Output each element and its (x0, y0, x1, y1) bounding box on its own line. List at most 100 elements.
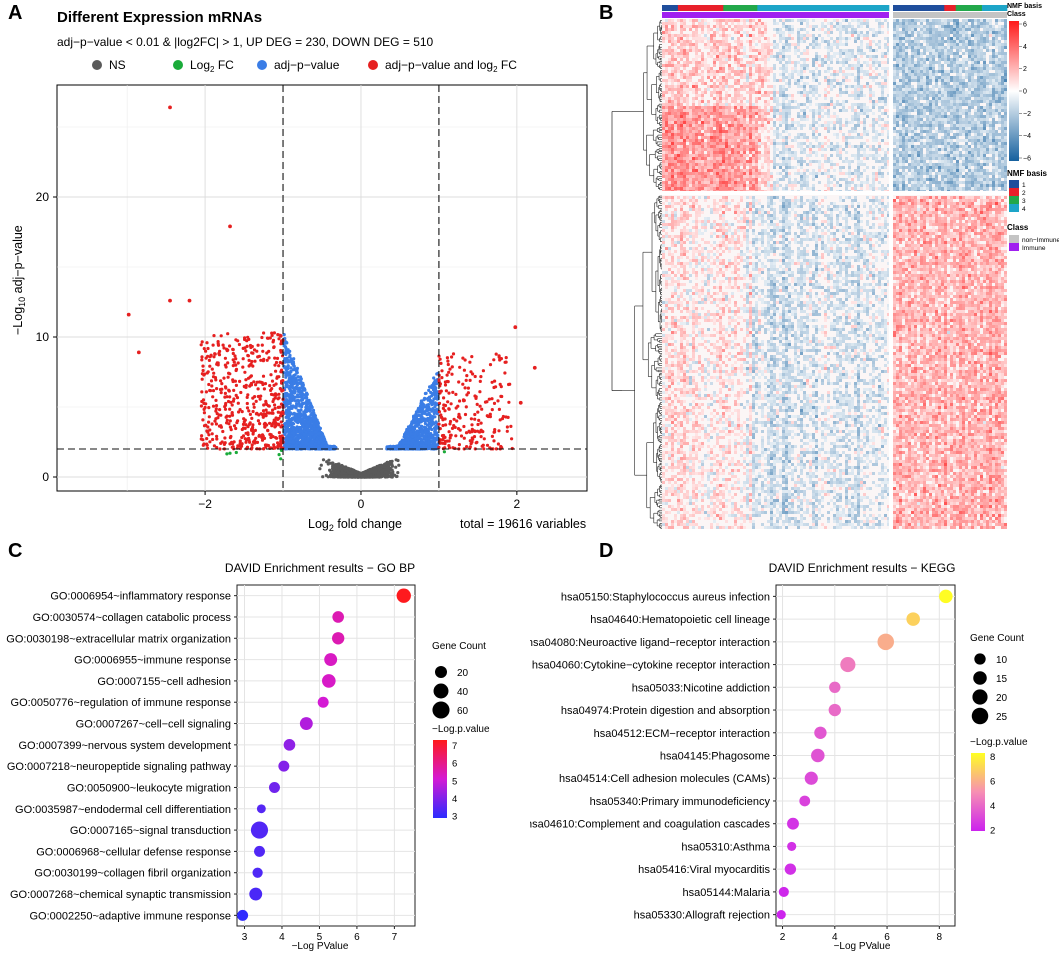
volcano-point (417, 440, 421, 445)
volcano-point (290, 444, 294, 449)
volcano-point (201, 368, 205, 373)
volcano-point (225, 452, 229, 456)
volcano-point (459, 434, 464, 438)
volcano-point (286, 348, 290, 352)
volcano-point (219, 441, 223, 445)
volcano-point (297, 440, 301, 445)
volcano-point (316, 420, 320, 425)
volcano-point (202, 411, 206, 415)
volcano-point (199, 343, 203, 347)
volcano-point (492, 385, 496, 390)
volcano-point (452, 417, 456, 421)
volcano-point (450, 372, 454, 376)
volcano-point (277, 423, 281, 427)
volcano-point (382, 464, 386, 469)
volcano-point (232, 388, 236, 392)
volcano-point (348, 467, 352, 472)
volcano-point (220, 387, 224, 391)
volcano-point (279, 348, 283, 353)
volcano-point (264, 399, 268, 403)
volcano-point (269, 433, 273, 437)
row-dendrogram (611, 20, 662, 529)
volcano-point (223, 436, 227, 440)
panel-letter-b: B (599, 2, 614, 24)
volcano-title: Different Expression mRNAs (57, 9, 262, 26)
volcano-point (227, 422, 231, 426)
volcano-point (326, 461, 331, 465)
volcano-point (270, 424, 274, 428)
volcano-point (397, 463, 401, 467)
volcano-point (410, 442, 414, 446)
volcano-point (409, 432, 413, 436)
volcano-point (468, 378, 472, 382)
volcano-point (476, 422, 480, 427)
volcano-point (462, 436, 466, 440)
volcano-point (493, 379, 497, 383)
volcano-point (261, 374, 266, 378)
volcano-point (498, 418, 502, 422)
volcano-point (290, 394, 294, 398)
volcano-point (414, 410, 418, 414)
volcano-point (442, 450, 446, 454)
volcano-point (288, 355, 292, 359)
volcano-point (273, 425, 277, 429)
volcano-point (226, 332, 230, 336)
volcano-point (507, 382, 511, 387)
volcano-point (394, 474, 399, 479)
volcano-point (468, 360, 472, 364)
volcano-point (496, 399, 500, 403)
volcano-point (442, 396, 446, 400)
volcano-subtitle: adj−p−value < 0.01 & |log2FC| > 1, UP DE… (57, 35, 434, 49)
volcano-point (242, 417, 246, 421)
volcano-point (215, 387, 219, 391)
volcano-point (247, 358, 251, 362)
volcano-point (201, 364, 205, 368)
volcano-plot: Different Expression mRNAs adj−p−value <… (11, 9, 588, 533)
volcano-point (277, 337, 281, 341)
volcano-point (260, 343, 264, 347)
volcano-point (307, 406, 311, 410)
volcano-point (243, 346, 247, 350)
volcano-point (235, 396, 240, 400)
volcano-point (473, 417, 477, 421)
volcano-point (430, 436, 434, 440)
volcano-point (292, 388, 296, 392)
volcano-point (462, 424, 466, 429)
volcano-point (464, 405, 468, 409)
volcano-legend: NS Log2 FC adj−p−value adj−p−value and log2… (92, 58, 517, 74)
volcano-point (208, 389, 213, 393)
volcano-point (415, 422, 419, 426)
volcano-point (295, 402, 299, 406)
volcano-point (488, 363, 493, 367)
volcano-point (283, 341, 287, 345)
volcano-point (469, 417, 473, 421)
volcano-point (261, 382, 265, 387)
volcano-point (213, 352, 217, 356)
volcano-point (284, 429, 288, 433)
volcano-point (292, 391, 297, 395)
volcano-point (255, 411, 259, 415)
volcano-point (211, 404, 216, 408)
volcano-point (238, 379, 242, 383)
volcano-point (308, 424, 313, 428)
volcano-point (254, 399, 258, 403)
volcano-point (474, 395, 478, 399)
volcano-point (321, 434, 325, 438)
volcano-point (454, 392, 458, 396)
volcano-point (448, 419, 453, 424)
volcano-point (228, 407, 232, 411)
volcano-point (332, 469, 336, 473)
volcano-point (238, 439, 242, 443)
volcano-point (248, 375, 252, 379)
volcano-point (433, 401, 437, 405)
volcano-point (477, 418, 481, 422)
volcano-point (266, 404, 270, 408)
volcano-point (260, 335, 264, 340)
volcano-point (426, 407, 431, 411)
volcano-point (234, 368, 238, 373)
volcano-point (443, 380, 447, 384)
volcano-point (387, 463, 391, 467)
volcano-point (487, 397, 491, 401)
volcano-point (246, 393, 250, 397)
